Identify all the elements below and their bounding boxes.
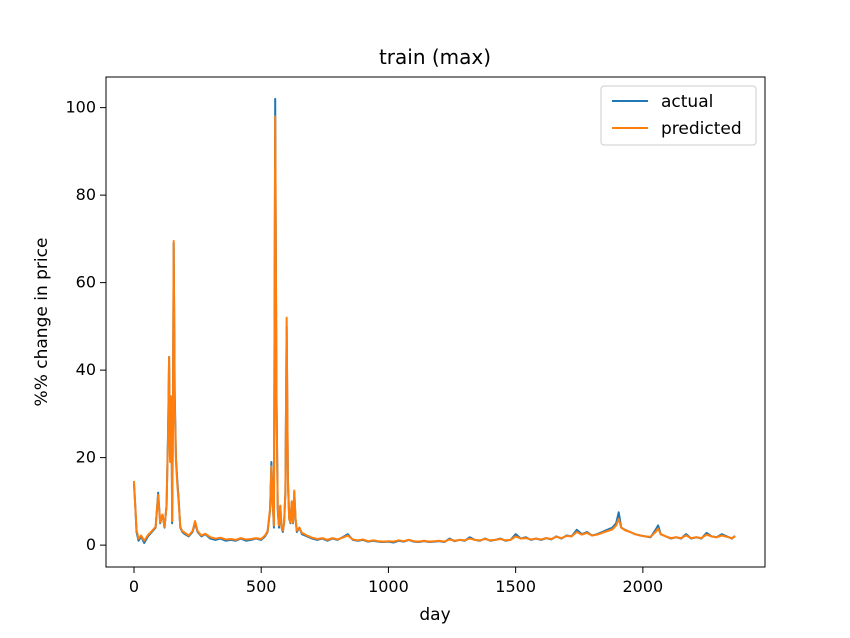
y-tick-label: 80 <box>76 185 96 204</box>
series-line-predicted <box>132 115 736 543</box>
y-axis-label: %% change in price <box>32 238 52 407</box>
x-tick-label: 2000 <box>623 577 664 596</box>
y-tick-label: 0 <box>86 535 96 554</box>
y-tick-label: 20 <box>76 448 96 467</box>
x-tick-label: 0 <box>129 577 139 596</box>
x-tick-label: 500 <box>246 577 277 596</box>
series-line-actual <box>132 97 736 544</box>
series-layer <box>132 97 736 544</box>
legend-label-predicted: predicted <box>661 119 742 139</box>
y-axis-ticks: 0 20 40 60 80 100 <box>65 98 106 554</box>
y-tick-label: 40 <box>76 360 96 379</box>
legend: actual predicted <box>600 85 757 146</box>
legend-label-actual: actual <box>661 92 713 112</box>
plot-frame <box>105 76 766 568</box>
y-tick-label: 60 <box>76 273 96 292</box>
x-tick-label: 1000 <box>368 577 409 596</box>
x-axis-ticks: 0 500 1000 1500 2000 <box>129 567 663 596</box>
y-tick-label: 100 <box>65 98 96 117</box>
x-tick-label: 1500 <box>495 577 536 596</box>
chart-title: train (max) <box>379 45 491 69</box>
x-axis-label: day <box>419 605 450 625</box>
